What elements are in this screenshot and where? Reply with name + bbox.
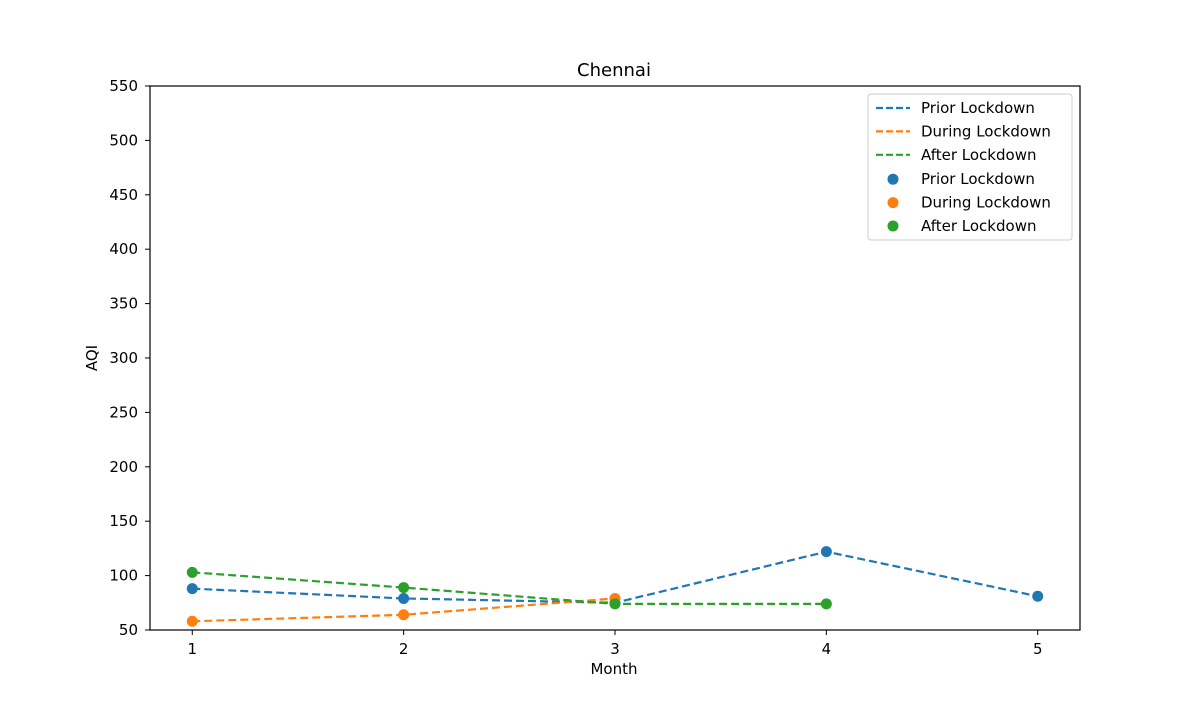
y-tick-label: 100 bbox=[109, 567, 138, 585]
series-3-point bbox=[398, 582, 410, 594]
y-tick-label: 500 bbox=[109, 131, 138, 149]
x-axis-title: Month bbox=[590, 660, 637, 678]
legend-marker-swatch bbox=[887, 173, 899, 185]
legend: Prior Lockdown During Lockdown After Lockd… bbox=[867, 93, 1073, 241]
y-tick-label: 150 bbox=[109, 512, 138, 530]
legend-marker-swatch bbox=[887, 197, 899, 209]
series-1-point bbox=[186, 583, 198, 595]
y-tick-label: 300 bbox=[109, 349, 138, 367]
legend-label: Prior Lockdown bbox=[921, 99, 1035, 117]
series-1-point bbox=[398, 592, 410, 604]
legend-label: During Lockdown bbox=[921, 122, 1051, 140]
legend-label: Prior Lockdown bbox=[921, 170, 1035, 188]
y-tick-label: 250 bbox=[109, 403, 138, 421]
series-line-3 bbox=[192, 571, 827, 605]
legend-label: During Lockdown bbox=[921, 194, 1051, 212]
y-tick-label: 450 bbox=[109, 186, 138, 204]
y-tick-label: 200 bbox=[109, 458, 138, 476]
y-tick-label: 400 bbox=[109, 240, 138, 258]
series-3-point bbox=[186, 566, 198, 578]
chart-title: Chennai bbox=[577, 60, 651, 81]
legend-marker-swatch bbox=[887, 220, 899, 232]
x-tick-label: 1 bbox=[187, 640, 197, 658]
x-tick-label: 4 bbox=[822, 640, 832, 658]
series-2-point bbox=[186, 615, 198, 627]
y-tick-label: 50 bbox=[119, 621, 138, 639]
series-1-point bbox=[820, 546, 832, 558]
x-tick-label: 3 bbox=[610, 640, 620, 658]
legend-box bbox=[867, 93, 1073, 241]
legend-label: After Lockdown bbox=[921, 146, 1036, 164]
series-3-point bbox=[609, 598, 621, 610]
y-tick-label: 350 bbox=[109, 295, 138, 313]
x-tick-label: 5 bbox=[1033, 640, 1043, 658]
y-axis-title: AQI bbox=[83, 345, 101, 371]
plot-area bbox=[186, 546, 1044, 627]
series-3-point bbox=[820, 598, 832, 610]
legend-label: After Lockdown bbox=[921, 217, 1036, 235]
series-1-point bbox=[1032, 590, 1044, 602]
y-tick-label: 550 bbox=[109, 77, 138, 95]
x-tick-label: 2 bbox=[399, 640, 409, 658]
series-2-point bbox=[398, 609, 410, 621]
